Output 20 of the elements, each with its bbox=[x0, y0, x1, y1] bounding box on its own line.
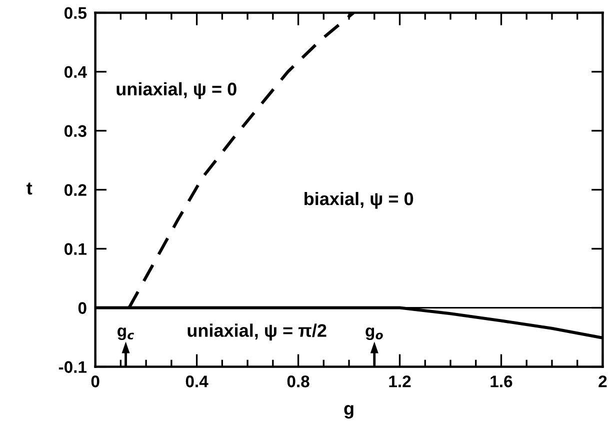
annotation: biaxial, ψ = 0 bbox=[304, 192, 414, 209]
x-tick-label: 1.2 bbox=[389, 376, 411, 388]
y-tick-label: 0 bbox=[78, 302, 86, 314]
x-tick-label: 0 bbox=[91, 376, 100, 388]
annotation: uniaxial, ψ = 0 bbox=[116, 82, 236, 100]
x-tick-label: 0.4 bbox=[186, 376, 208, 388]
x-tick-label: 0.8 bbox=[287, 376, 310, 388]
annotation: g$_{c}$ bbox=[118, 328, 134, 340]
y-tick-label: 0.4 bbox=[64, 66, 87, 78]
y-tick-label: 0.2 bbox=[64, 184, 86, 196]
x-axis-title: g bbox=[344, 405, 354, 419]
y-tick-label: -0.1 bbox=[58, 361, 87, 373]
y-axis-title: t bbox=[26, 182, 32, 195]
y-tick-label: 0.5 bbox=[64, 7, 87, 19]
y-tick-label: 0.1 bbox=[64, 243, 87, 255]
annotation: g$_{o}$ bbox=[366, 328, 383, 340]
annotation: uniaxial, ψ = π/2 bbox=[188, 324, 326, 340]
x-tick-label: 2 bbox=[598, 376, 607, 388]
x-tick-label: 1.6 bbox=[490, 376, 512, 388]
y-tick-label: 0.3 bbox=[64, 125, 86, 137]
